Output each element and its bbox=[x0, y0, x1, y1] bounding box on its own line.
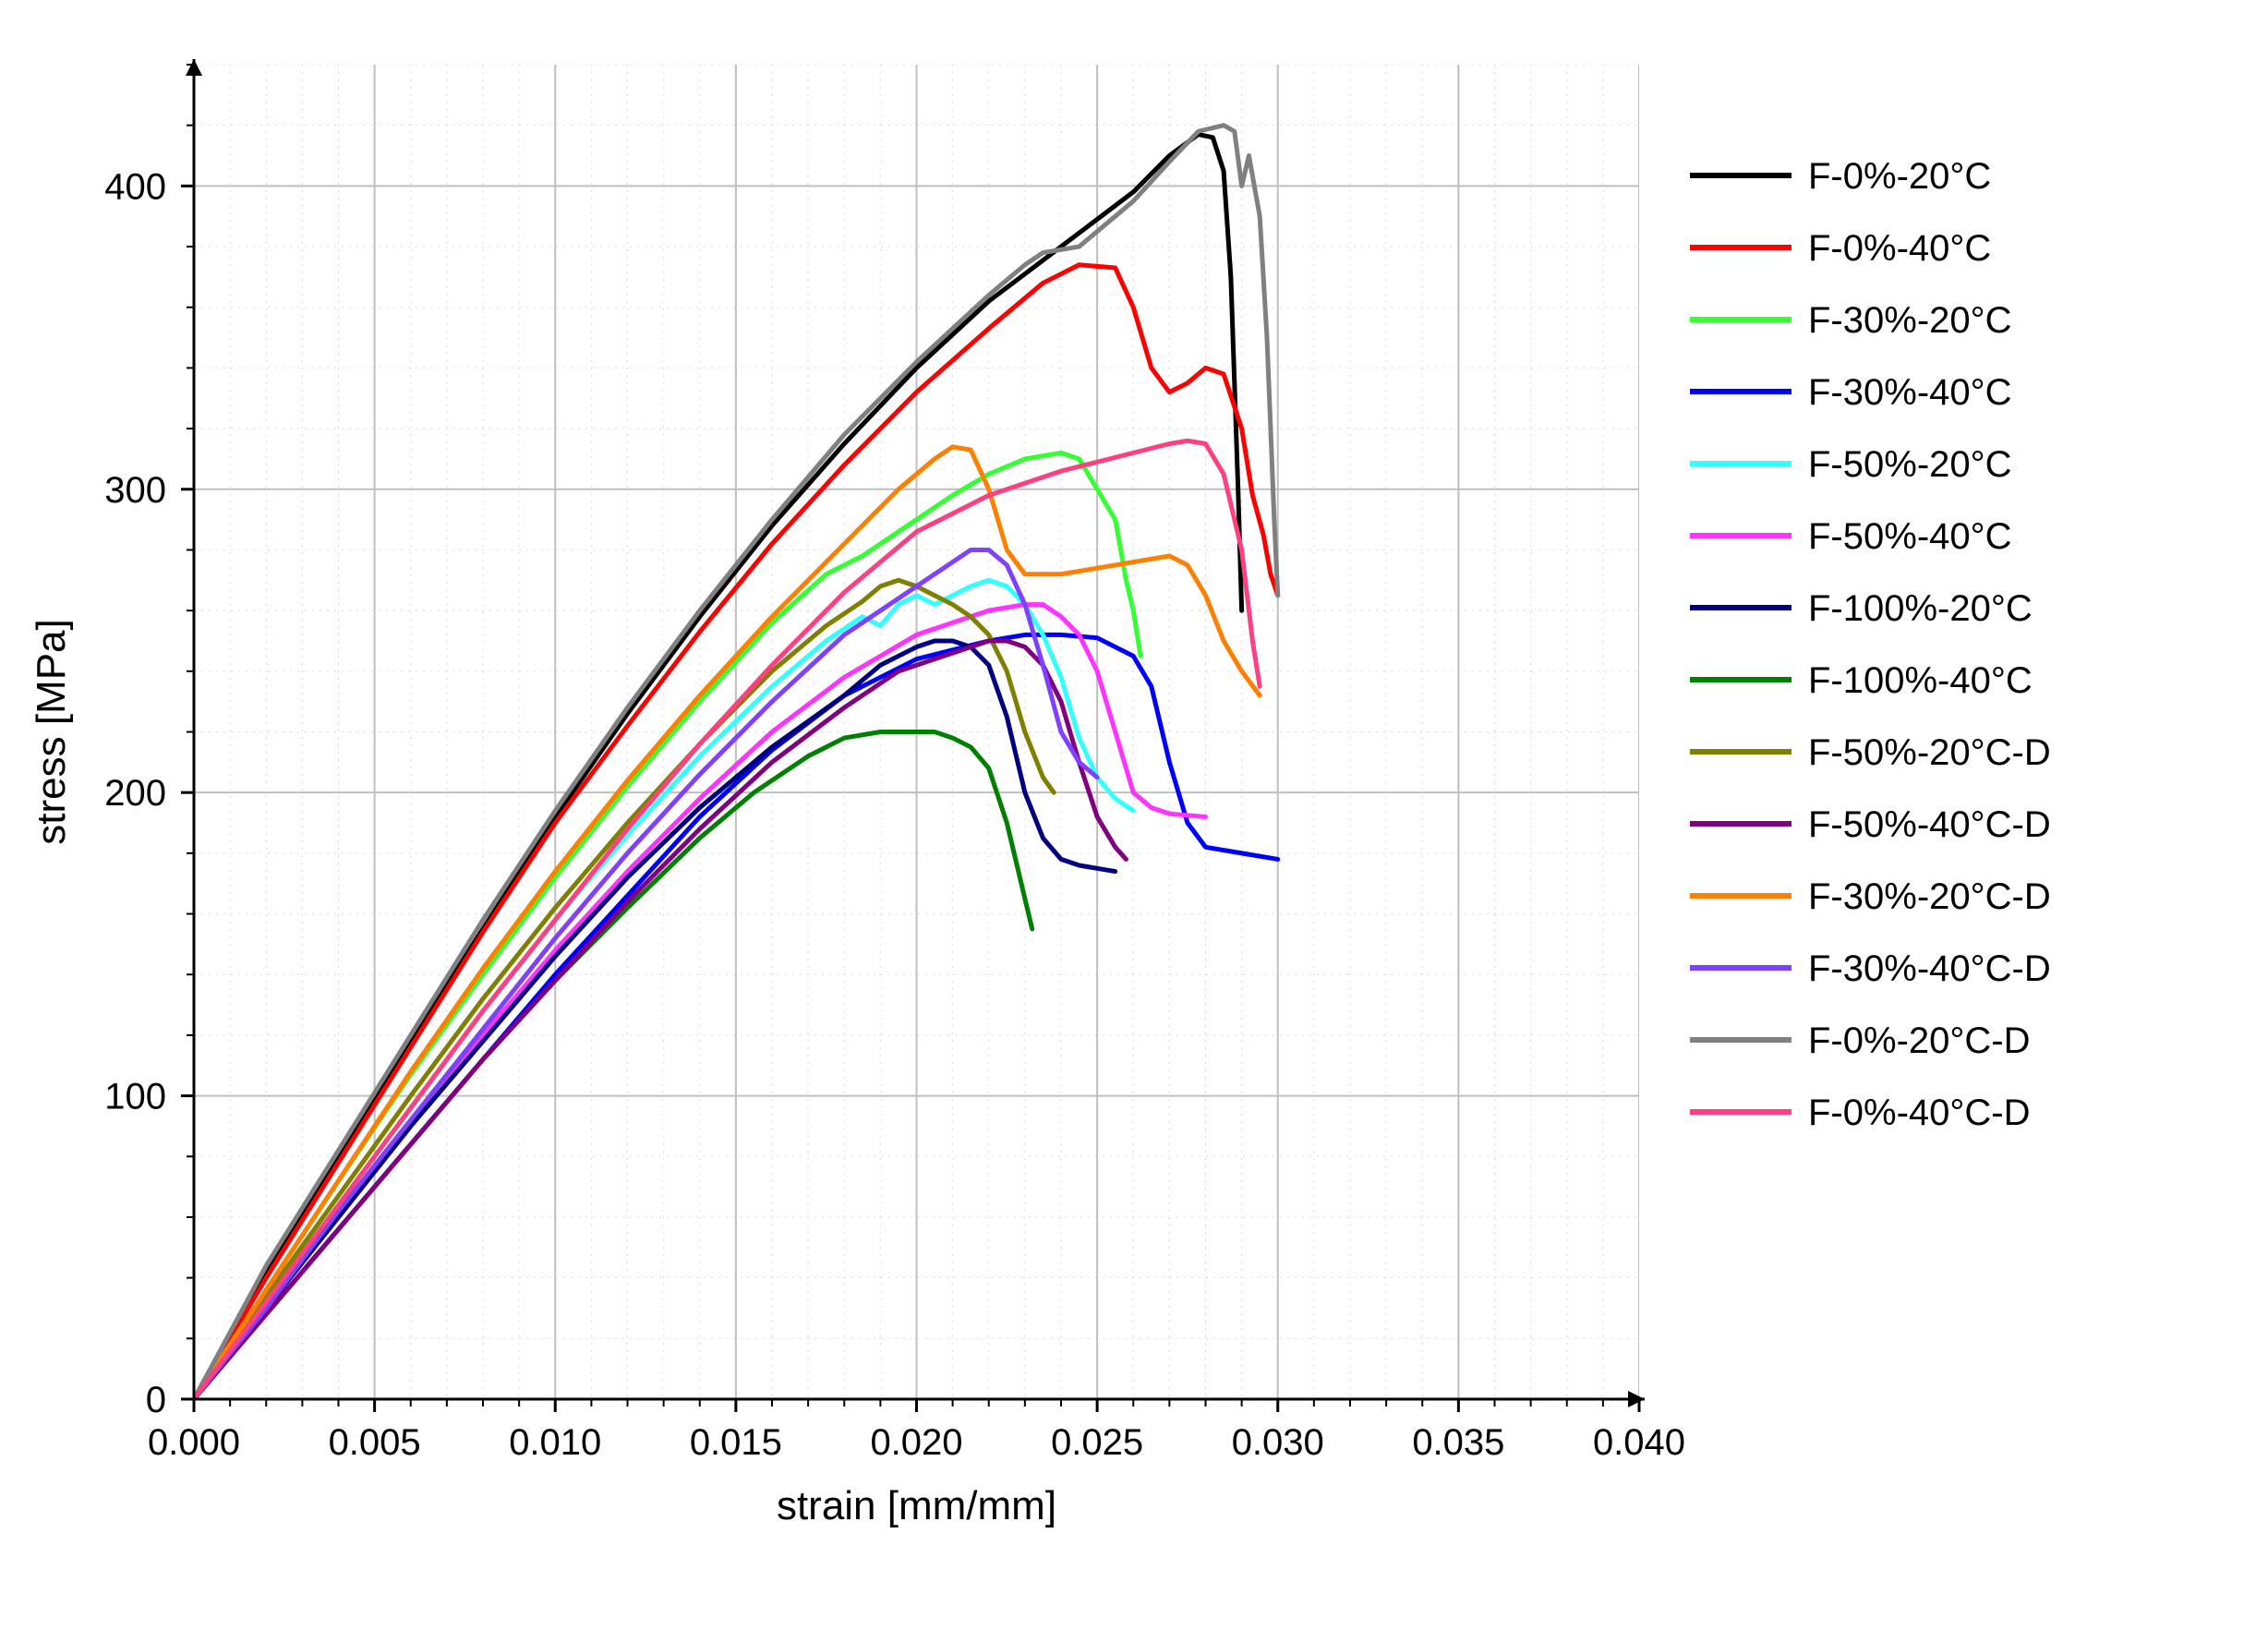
xtick-label: 0.020 bbox=[870, 1422, 962, 1463]
xtick-label: 0.040 bbox=[1593, 1422, 1685, 1463]
legend-label: F-0%-20°C bbox=[1808, 156, 1991, 197]
legend-label: F-50%-20°C bbox=[1808, 444, 2012, 485]
xtick-label: 0.015 bbox=[690, 1422, 782, 1463]
xtick-label: 0.000 bbox=[148, 1422, 240, 1463]
legend-label: F-30%-20°C bbox=[1808, 300, 2012, 341]
xtick-label: 0.030 bbox=[1232, 1422, 1324, 1463]
legend-label: F-50%-20°C-D bbox=[1808, 732, 2051, 773]
stress-strain-chart: 0.000 0.005 0.010 0.015 0.020 0.025 0.030 0.035… bbox=[0, 0, 2268, 1630]
ytick-label: 0 bbox=[146, 1380, 166, 1420]
legend-label: F-50%-40°C bbox=[1808, 516, 2012, 557]
legend-label: F-0%-40°C bbox=[1808, 228, 1991, 269]
legend-label: F-0%-40°C-D bbox=[1808, 1093, 2030, 1133]
ytick-label: 300 bbox=[104, 470, 166, 511]
legend-label: F-30%-20°C-D bbox=[1808, 876, 2051, 917]
ytick-label: 100 bbox=[104, 1077, 166, 1117]
xtick-label: 0.010 bbox=[509, 1422, 601, 1463]
legend-label: F-0%-20°C-D bbox=[1808, 1020, 2030, 1061]
legend-label: F-100%-40°C bbox=[1808, 660, 2033, 701]
ytick-label: 200 bbox=[104, 773, 166, 814]
legend-label: F-100%-20°C bbox=[1808, 588, 2033, 629]
xtick-label: 0.005 bbox=[329, 1422, 421, 1463]
chart-container: 0.000 0.005 0.010 0.015 0.020 0.025 0.030 0.035… bbox=[0, 0, 2268, 1630]
y-axis-label: stress [MPa] bbox=[29, 619, 74, 845]
legend-label: F-30%-40°C-D bbox=[1808, 948, 2051, 989]
legend-label: F-30%-40°C bbox=[1808, 372, 2012, 413]
ytick-label: 400 bbox=[104, 166, 166, 207]
xtick-label: 0.025 bbox=[1051, 1422, 1143, 1463]
x-axis-label: strain [mm/mm] bbox=[777, 1483, 1056, 1528]
xtick-label: 0.035 bbox=[1412, 1422, 1504, 1463]
legend-label: F-50%-40°C-D bbox=[1808, 804, 2051, 845]
